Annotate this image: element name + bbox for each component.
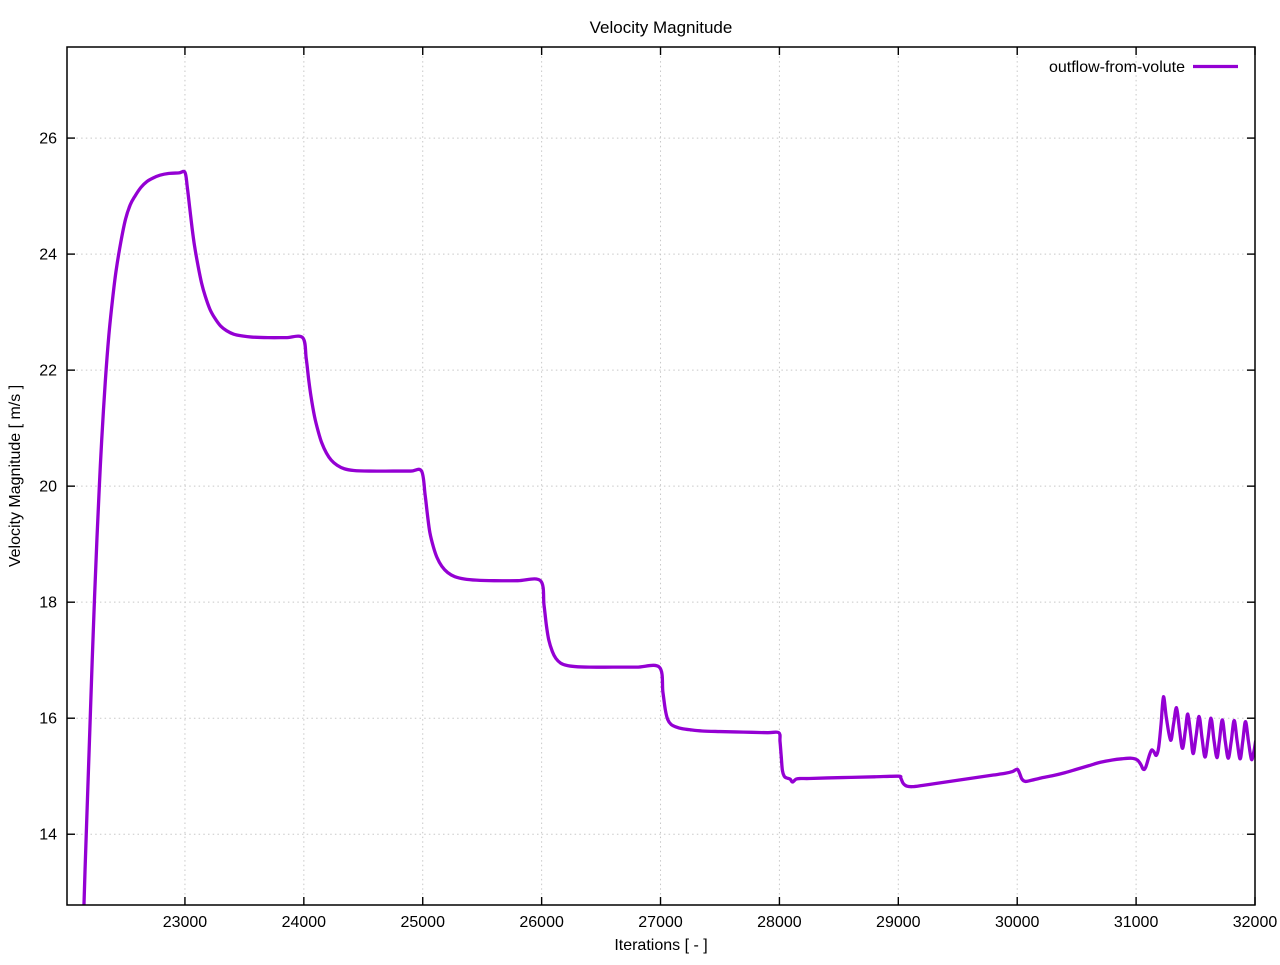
series-line-outflow-from-volute	[82, 169, 1255, 905]
y-tick-label: 22	[39, 363, 57, 380]
grid-lines	[67, 47, 1255, 905]
y-tick-label: 24	[39, 247, 57, 264]
x-tick-label: 28000	[757, 914, 802, 931]
y-tick-label: 20	[39, 479, 57, 496]
legend: outflow-from-volute	[1049, 59, 1238, 76]
y-tick-label: 16	[39, 711, 57, 728]
x-tick-label: 26000	[519, 914, 564, 931]
x-tick-label: 32000	[1233, 914, 1278, 931]
x-tick-label: 30000	[995, 914, 1040, 931]
x-tick-label: 29000	[876, 914, 921, 931]
x-tick-labels: 23000 24000 25000 26000 27000 28000 29000 30000…	[163, 914, 1278, 931]
y-tick-label: 18	[39, 595, 57, 612]
chart-title: Velocity Magnitude	[590, 18, 733, 37]
x-axis-label: Iterations [ - ]	[614, 937, 707, 954]
plot-border	[66, 46, 1256, 906]
y-tick-label: 26	[39, 131, 57, 148]
axis-ticks	[67, 47, 1256, 905]
x-tick-label: 23000	[163, 914, 208, 931]
y-tick-labels: 14 16 18 20 22 24 26	[39, 131, 57, 844]
legend-label: outflow-from-volute	[1049, 59, 1185, 76]
x-tick-label: 25000	[400, 914, 445, 931]
x-tick-label: 31000	[1114, 914, 1159, 931]
x-tick-label: 27000	[638, 914, 683, 931]
x-tick-label: 24000	[282, 914, 327, 931]
y-axis-label: Velocity Magnitude [ m/s ]	[7, 385, 24, 567]
y-tick-label: 14	[39, 827, 57, 844]
